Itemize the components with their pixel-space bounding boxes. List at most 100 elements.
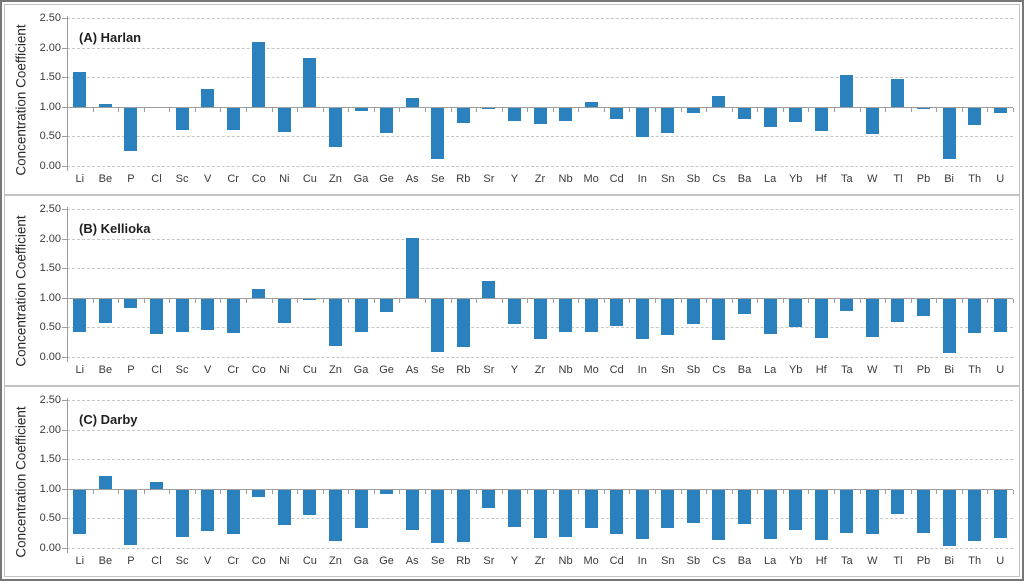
bar-Ni	[277, 488, 291, 525]
x-tick-label-Hf: Hf	[815, 364, 827, 376]
y-tick-label: 0.50	[39, 512, 61, 525]
x-tick-label-Th: Th	[968, 555, 982, 567]
x-axis-tick	[194, 298, 196, 303]
bar-Sc	[175, 106, 189, 131]
bar-W	[865, 106, 879, 135]
x-tick-label-Mo: Mo	[583, 173, 599, 185]
bar-V	[201, 89, 215, 107]
x-axis-tick	[348, 298, 350, 303]
x-tick-label-Ga: Ga	[353, 173, 369, 185]
x-tick-label-Ni: Ni	[279, 555, 290, 567]
x-tick-label-Ni: Ni	[279, 364, 290, 376]
bar-W	[865, 488, 879, 534]
y-tick-label: 1.50	[39, 262, 61, 275]
bar-W	[865, 297, 879, 337]
bar-Rb	[456, 297, 470, 347]
bar-U	[993, 488, 1007, 538]
bar-Hf	[814, 488, 828, 540]
chart-panel-harlan: Concentration Coefficient (A) Harlan 2.5…	[4, 4, 1020, 195]
x-tick-label-Co: Co	[251, 555, 266, 567]
gridline-2.00	[67, 429, 1013, 431]
x-tick-label-Yb: Yb	[788, 173, 803, 185]
x-axis-tick	[731, 489, 733, 494]
y-tick-label: 0.50	[39, 130, 61, 143]
x-axis-tick	[373, 489, 375, 494]
x-axis-tick	[731, 298, 733, 303]
x-axis-tick	[373, 107, 375, 112]
x-tick-label-Nb: Nb	[558, 555, 573, 567]
bar-Cs	[712, 297, 726, 340]
bar-Ge	[380, 488, 394, 495]
x-tick-label-Zn: Zn	[329, 555, 342, 567]
x-axis-tick	[680, 298, 682, 303]
bar-Cr	[226, 488, 240, 535]
x-axis-tick	[450, 107, 452, 112]
x-axis-tick	[271, 489, 273, 494]
bar-Cd	[610, 297, 624, 327]
x-tick-label-Cu: Cu	[302, 173, 317, 185]
x-axis-tick	[245, 107, 247, 112]
x-tick-label-Cs: Cs	[712, 555, 726, 567]
bar-Nb	[559, 488, 573, 537]
x-tick-label-Rb: Rb	[456, 555, 471, 567]
bar-Y	[507, 297, 521, 324]
bar-Cu	[303, 57, 317, 107]
x-axis-tick	[578, 489, 580, 494]
x-tick-label-Nb: Nb	[558, 173, 573, 185]
x-tick-label-Cd: Cd	[609, 364, 624, 376]
y-tick-label: 2.00	[39, 423, 61, 436]
x-axis-tick	[297, 107, 299, 112]
bar-As	[405, 238, 419, 298]
bar-Y	[507, 488, 521, 527]
x-axis-tick	[808, 298, 810, 303]
bar-Cd	[610, 106, 624, 119]
bar-Ba	[738, 488, 752, 525]
x-axis-tick	[680, 489, 682, 494]
x-tick-label-Cr: Cr	[227, 555, 239, 567]
bar-Yb	[789, 488, 803, 530]
x-axis-tick	[169, 298, 171, 303]
bar-Sr	[482, 488, 496, 509]
bar-In	[635, 488, 649, 540]
bar-Sn	[661, 488, 675, 528]
bar-Yb	[789, 106, 803, 122]
bar-Bi	[942, 297, 956, 353]
bar-La	[763, 106, 777, 127]
y-axis-tick	[62, 400, 67, 401]
bar-Sn	[661, 297, 675, 336]
x-axis-tick	[348, 489, 350, 494]
bar-Tl	[891, 488, 905, 515]
x-axis-tick	[245, 298, 247, 303]
x-tick-label-Sb: Sb	[686, 364, 701, 376]
x-axis-tick	[808, 107, 810, 112]
x-axis-tick	[501, 298, 503, 303]
x-axis-tick	[322, 107, 324, 112]
x-tick-label-Cr: Cr	[227, 364, 239, 376]
x-axis-tick	[834, 107, 836, 112]
x-axis-tick	[910, 298, 912, 303]
x-axis-tick	[808, 489, 810, 494]
x-tick-label-Cd: Cd	[609, 173, 624, 185]
bar-Ge	[380, 297, 394, 312]
x-tick-label-U: U	[996, 173, 1005, 185]
x-tick-label-W: W	[867, 364, 878, 376]
x-axis-tick	[552, 489, 554, 494]
x-tick-label-La: La	[763, 555, 777, 567]
x-axis-tick	[424, 298, 426, 303]
x-tick-label-P: P	[127, 173, 135, 185]
x-axis-tick	[450, 489, 452, 494]
bar-In	[635, 297, 649, 340]
x-tick-label-Y: Y	[510, 364, 519, 376]
x-tick-label-Be: Be	[98, 173, 113, 185]
x-axis-tick	[143, 107, 145, 112]
bar-U	[993, 106, 1007, 113]
x-tick-label-Rb: Rb	[456, 364, 471, 376]
gridline-1.50	[67, 268, 1013, 270]
x-tick-label-Rb: Rb	[456, 173, 471, 185]
x-tick-label-Y: Y	[510, 173, 519, 185]
x-axis-tick	[629, 489, 631, 494]
x-tick-label-Cd: Cd	[609, 555, 624, 567]
x-tick-label-Th: Th	[968, 173, 982, 185]
x-axis-tick	[220, 107, 222, 112]
